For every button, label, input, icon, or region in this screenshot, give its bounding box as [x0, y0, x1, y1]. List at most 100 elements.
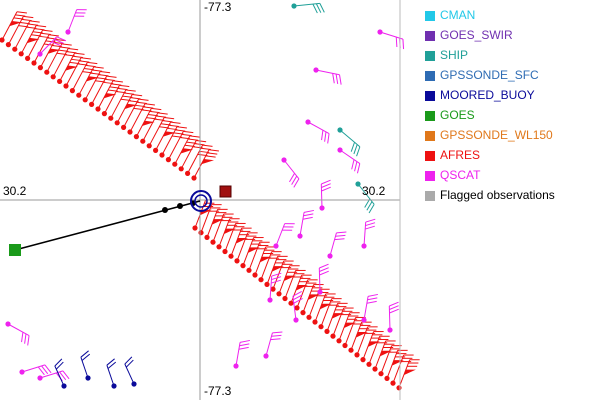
- barb-feather: [61, 43, 72, 46]
- barb-flag: [162, 131, 176, 137]
- barb-staff: [91, 75, 108, 105]
- barb-flag: [142, 120, 155, 126]
- station-dot: [216, 244, 222, 250]
- wind-barb: [318, 298, 342, 330]
- wind-barb: [355, 181, 375, 214]
- barb-feather: [271, 334, 282, 337]
- barb-feather: [55, 361, 64, 370]
- barb-feather: [138, 98, 149, 101]
- station-dot: [384, 375, 390, 381]
- station-dot: [19, 369, 25, 375]
- barb-staff: [308, 289, 321, 318]
- barb-flag: [26, 37, 40, 44]
- wind-barb: [337, 147, 361, 174]
- station-dot: [5, 321, 11, 327]
- station-dot: [288, 300, 294, 306]
- barb-feather: [55, 38, 66, 42]
- barb-staff: [318, 267, 321, 293]
- barb-staff: [46, 43, 63, 73]
- barb-feather: [100, 71, 111, 74]
- barb-feather: [48, 34, 59, 37]
- wind-barb: [191, 149, 219, 181]
- station-dot: [127, 129, 133, 135]
- station-dot: [57, 78, 63, 84]
- barb-feather: [239, 339, 250, 343]
- barb-staff: [329, 232, 337, 257]
- barb-staff: [363, 296, 369, 321]
- barb-feather: [27, 335, 30, 346]
- station-dot: [281, 157, 287, 163]
- station-dot: [337, 147, 343, 153]
- station-dot: [282, 295, 288, 302]
- barb-feather: [356, 163, 361, 174]
- station-dot: [342, 342, 348, 349]
- station-dot: [133, 134, 139, 140]
- barb-feather: [56, 36, 67, 42]
- barb-feather: [271, 276, 282, 281]
- wind-barb: [246, 241, 270, 273]
- barb-feather: [93, 66, 104, 69]
- barb-feather: [319, 263, 329, 269]
- barb-feather: [208, 149, 219, 152]
- station-dot: [264, 281, 270, 287]
- barb-staff: [248, 242, 261, 271]
- station-dot: [210, 239, 216, 245]
- wind-barb: [312, 293, 336, 325]
- wind-barb: [54, 358, 67, 389]
- barb-feather: [271, 272, 282, 277]
- wind-barb: [80, 350, 91, 381]
- barb-feather: [164, 117, 175, 120]
- wind-barb: [317, 263, 329, 295]
- barb-feather: [176, 126, 187, 129]
- legend-swatch: [425, 151, 435, 161]
- barb-staff: [269, 276, 273, 301]
- barb-staff: [206, 209, 219, 238]
- station-dot: [317, 289, 323, 295]
- legend-swatch: [425, 51, 435, 61]
- barb-feather: [170, 121, 181, 124]
- barb-feather: [351, 159, 355, 170]
- barb-feather: [395, 36, 398, 48]
- station-dot: [377, 29, 383, 35]
- station-dot: [258, 277, 264, 283]
- barb-staff: [14, 20, 31, 50]
- barb-feather: [112, 80, 123, 83]
- barb-feather: [239, 343, 250, 347]
- barb-flag: [223, 228, 236, 235]
- barb-feather: [271, 279, 281, 284]
- legend-label: CMAN: [440, 8, 475, 22]
- barb-staff: [103, 85, 120, 114]
- wind-barb: [281, 157, 300, 188]
- barb-staff: [84, 71, 101, 101]
- wind-barb: [342, 316, 366, 349]
- wind-barb: [204, 208, 228, 240]
- barb-feather: [336, 231, 347, 234]
- barb-staff: [339, 149, 361, 164]
- barb-staff: [265, 332, 273, 357]
- barb-staff: [142, 112, 159, 142]
- legend-swatch: [425, 131, 435, 141]
- observations: [0, 2, 420, 391]
- barb-feather: [124, 356, 133, 365]
- wind-barb: [76, 66, 104, 98]
- station-dot: [252, 272, 258, 278]
- barb-feather: [106, 75, 117, 78]
- barb-flag: [65, 65, 78, 71]
- station-dot: [263, 353, 269, 359]
- barb-feather: [335, 234, 346, 237]
- wind-barb: [159, 126, 187, 158]
- station-dot: [0, 37, 5, 43]
- barb-feather: [189, 135, 200, 138]
- barb-staff: [167, 131, 184, 160]
- barb-staff: [52, 48, 69, 78]
- barb-feather: [365, 225, 375, 230]
- wind-barb: [165, 130, 194, 163]
- axis-label-right: 30.2: [362, 184, 386, 198]
- barb-staff: [275, 223, 286, 247]
- station-dot: [192, 225, 198, 231]
- legend-label: MOORED_BUOY: [440, 88, 535, 102]
- station-dot: [228, 253, 234, 259]
- barb-staff: [235, 342, 241, 367]
- station-dot: [319, 205, 325, 211]
- station-dot: [246, 267, 252, 273]
